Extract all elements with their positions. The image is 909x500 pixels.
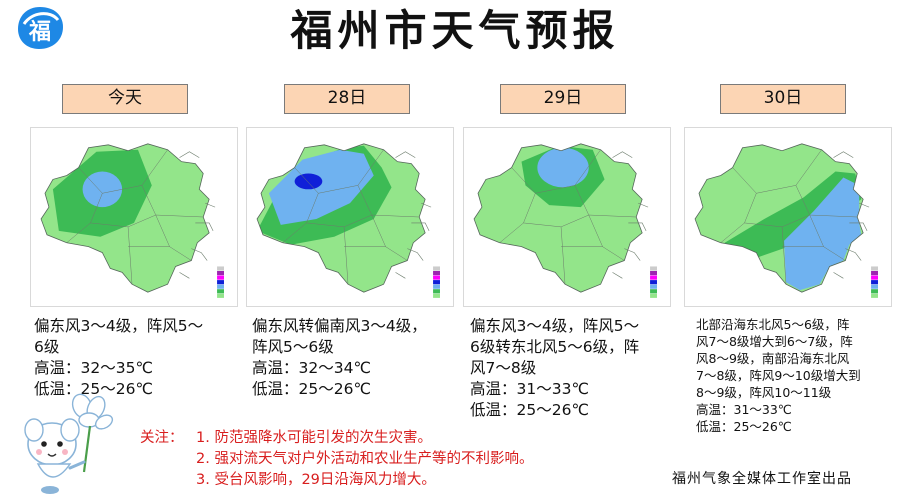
wind-text: 偏东风3～4级，阵风5～ (470, 317, 640, 335)
fuzhou-logo-icon: 福 (18, 7, 63, 49)
day-label-28: 28日 (284, 84, 410, 114)
svg-text:福: 福 (28, 20, 51, 45)
jasmine-mascot-icon (24, 393, 114, 494)
rain-map-28 (246, 127, 454, 307)
low-temp: 低温：25～26℃ (252, 380, 371, 398)
warning-notes: 关注： 1. 防范强降水可能引发的次生灾害。 2. 强对流天气对户外活动和农业生… (140, 428, 533, 491)
wind-text: 6级转东北风5～6级，阵 (470, 338, 640, 356)
wind-text: 风7～8级 (470, 359, 537, 377)
day-label-30: 30日 (720, 84, 846, 114)
forecast-text-30: 北部沿海东北风5～6级，阵 风7～8级增大到6～7级，阵 风8～9级，南部沿海东… (696, 316, 861, 435)
rain-map-30 (684, 127, 892, 307)
page-title: 福州市天气预报 (290, 6, 620, 55)
high-temp: 高温：31～33℃ (470, 380, 589, 398)
wind-text: 6级 (34, 338, 60, 356)
logo: 福 (14, 4, 66, 52)
wind-text: 偏东风3～4级，阵风5～ (34, 317, 204, 335)
high-temp: 高温：32～35℃ (34, 359, 153, 377)
wind-text: 风8～9级，南部沿海东北风 (696, 351, 850, 366)
day-label-today: 今天 (62, 84, 188, 114)
forecast-text-29: 偏东风3～4级，阵风5～ 6级转东北风5～6级，阵 风7～8级 高温：31～33… (470, 316, 639, 421)
note-item: 3. 受台风影响，29日沿海风力增大。 (196, 472, 436, 488)
rain-map-today (30, 127, 238, 307)
rain-map-29 (463, 127, 671, 307)
notes-lead: 关注： (140, 430, 184, 446)
wind-text: 风7～8级增大到6～7级，阵 (696, 334, 853, 349)
low-temp: 低温：25～26℃ (34, 380, 153, 398)
low-temp: 低温：25～26℃ (470, 401, 589, 419)
forecast-text-28: 偏东风转偏南风3～4级， 阵风5～6级 高温：32～34℃ 低温：25～26℃ (252, 316, 427, 400)
wind-text: 阵风5～6级 (252, 338, 334, 356)
wind-text: 8～9级，阵风10～11级 (696, 385, 832, 400)
day-label-29: 29日 (500, 84, 626, 114)
wind-text: 7～8级，阵风9～10级增大到 (696, 368, 861, 383)
low-temp: 低温：25～26℃ (696, 419, 792, 434)
credit-line: 福州气象全媒体工作室出品 (672, 471, 852, 487)
note-item: 1. 防范强降水可能引发的次生灾害。 (196, 430, 432, 446)
mascot-illustration (12, 392, 130, 496)
high-temp: 高温：32～34℃ (252, 359, 371, 377)
wind-text: 北部沿海东北风5～6级，阵 (696, 317, 850, 332)
wind-text: 偏东风转偏南风3～4级， (252, 317, 427, 335)
high-temp: 高温：31～33℃ (696, 402, 792, 417)
forecast-text-today: 偏东风3～4级，阵风5～ 6级 高温：32～35℃ 低温：25～26℃ (34, 316, 203, 400)
note-item: 2. 强对流天气对户外活动和农业生产等的不利影响。 (196, 451, 534, 467)
